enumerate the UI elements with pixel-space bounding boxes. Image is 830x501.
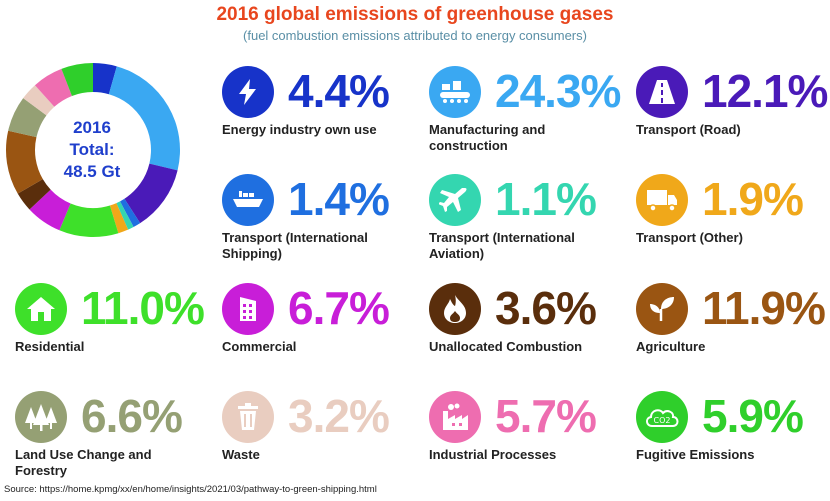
tile-residential: 11.0% Residential (15, 282, 215, 383)
ship-icon (222, 174, 274, 226)
donut-slice-transport-road (124, 163, 178, 224)
tile-label: Manufacturing and construction (429, 122, 546, 153)
donut-slice-waste (23, 85, 55, 116)
building-icon (222, 283, 274, 335)
trash-icon (222, 391, 274, 443)
plane-icon (429, 174, 481, 226)
tile-label: Commercial (222, 339, 297, 354)
donut-slice-transport-other (109, 203, 129, 234)
tile-percent: 6.7% (288, 282, 390, 334)
tile-industrial-processes: 5.7% Industrial Processes (429, 390, 629, 491)
tile-transport-other: 1.9% Transport (Other) (636, 173, 830, 274)
chart-title: 2016 global emissions of greenhouse gase… (216, 4, 614, 25)
tile-label: Residential (15, 339, 85, 354)
tile-label: Energy industry own use (222, 122, 377, 137)
tile-percent: 5.9% (702, 390, 804, 442)
tile-label: Agriculture (636, 339, 706, 354)
tile-percent: 24.3% (495, 65, 621, 117)
industry-icon (429, 391, 481, 443)
cloud-co2-icon: CO2 (636, 391, 688, 443)
tile-label: Industrial Processes (429, 447, 557, 462)
tile-energy-industry: 4.4% Energy industry own use (222, 65, 422, 166)
trees-icon (15, 391, 67, 443)
donut-slice-unallocated-combustion (17, 179, 51, 210)
tile-commercial: 6.7% Commercial (222, 282, 422, 383)
truck-icon (636, 174, 688, 226)
donut-slice-residential (59, 203, 119, 238)
source-note: Source: https://home.kpmg/xx/en/home/ins… (4, 484, 377, 495)
tile-fugitive: CO2 5.9% Fugitive Emissions (636, 390, 830, 491)
house-icon (15, 283, 67, 335)
tile-label: Land Use Change and Forestry (15, 447, 152, 478)
tile-percent: 6.6% (81, 390, 183, 442)
tile-label: Waste (222, 447, 260, 462)
donut-slice-commercial (29, 189, 71, 231)
center-total-value: 48.5 Gt (63, 162, 121, 181)
factory-icon (429, 66, 481, 118)
donut-center-label: 2016 Total: 48.5 Gt (30, 117, 154, 183)
tile-percent: 11.0% (81, 282, 205, 334)
chart-subtitle: (fuel combustion emissions attributed to… (243, 28, 587, 43)
tile-percent: 1.4% (288, 173, 390, 225)
tile-manufacturing: 24.3% Manufacturing and construction (429, 65, 629, 166)
tile-aviation: 1.1% Transport (International Aviation) (429, 173, 629, 274)
donut-slice-transport-international-aviation (116, 201, 134, 230)
tile-percent: 1.1% (495, 173, 597, 225)
donut-slice-fugitive-emissions (61, 63, 93, 96)
tile-label: Transport (International Shipping) (222, 230, 368, 261)
tile-percent: 5.7% (495, 390, 597, 442)
donut-slice-energy-industry-own-use (93, 63, 117, 95)
flame-icon (429, 283, 481, 335)
tile-label: Transport (International Aviation) (429, 230, 575, 261)
tile-percent: 4.4% (288, 65, 390, 117)
tile-label: Unallocated Combustion (429, 339, 583, 354)
co2-text: CO2 (654, 416, 671, 425)
tile-percent: 3.2% (288, 390, 390, 442)
donut-chart (6, 63, 180, 238)
tile-unallocated: 3.6% Unallocated Combustion (429, 282, 629, 383)
road-icon (636, 66, 688, 118)
donut-slice-land-use-change-and-forestry (8, 98, 47, 138)
tile-percent: 12.1% (702, 65, 828, 117)
tile-percent: 1.9% (702, 173, 804, 225)
tile-land-use: 6.6% Land Use Change and Forestry (15, 390, 215, 491)
donut-slice-agriculture (6, 130, 43, 194)
tile-transport-road: 12.1% Transport (Road) (636, 65, 830, 166)
donut-slice-industrial-processes (34, 68, 72, 107)
tile-percent: 11.9% (702, 282, 826, 334)
tile-shipping: 1.4% Transport (International Shipping) (222, 173, 422, 274)
tile-percent: 3.6% (495, 282, 597, 334)
tile-label: Transport (Road) (636, 122, 741, 137)
tile-label: Transport (Other) (636, 230, 743, 245)
plant-icon (636, 283, 688, 335)
donut-slice-manufacturing-and-construction (108, 66, 180, 171)
center-total-label: Total: (69, 140, 115, 159)
lightning-icon (222, 66, 274, 118)
center-year: 2016 (73, 118, 111, 137)
tile-label: Fugitive Emissions (636, 447, 755, 462)
tile-waste: 3.2% Waste (222, 390, 422, 491)
donut-slice-transport-international-shipping (120, 198, 141, 227)
tile-agriculture: 11.9% Agriculture (636, 282, 830, 383)
